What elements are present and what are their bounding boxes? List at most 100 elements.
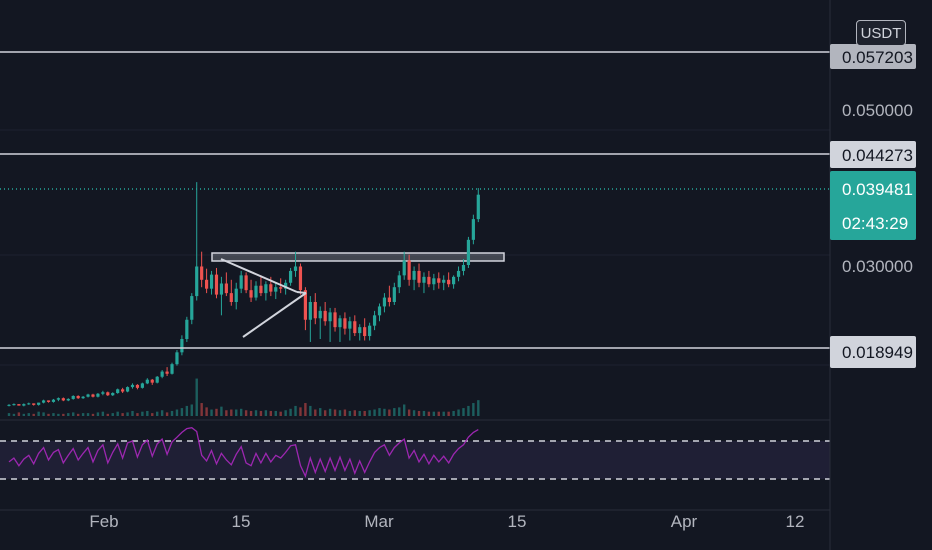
candle-body — [407, 260, 411, 280]
candle-body — [264, 284, 268, 294]
candle-body — [234, 288, 238, 302]
price-label-support-box[interactable] — [830, 336, 916, 368]
candle — [76, 395, 80, 399]
triangle-lower-line[interactable] — [242, 292, 307, 338]
candle — [130, 383, 135, 389]
volume-bar — [91, 413, 95, 416]
volume-bar — [81, 413, 85, 416]
candle-body — [377, 306, 382, 316]
volume-bar — [343, 409, 347, 416]
candle — [288, 267, 293, 286]
candle-body — [101, 392, 105, 394]
candle-body — [259, 285, 263, 294]
volume-bar — [447, 411, 450, 416]
rsi-band — [0, 441, 830, 479]
volume-bar — [27, 413, 30, 416]
candle — [71, 395, 75, 400]
volume-bar — [165, 412, 169, 416]
candle — [461, 259, 466, 276]
candle-body — [298, 266, 303, 291]
candle — [422, 272, 426, 294]
candle — [397, 270, 401, 294]
candle-body — [353, 321, 357, 334]
candle-body — [170, 364, 174, 374]
candle-body — [338, 318, 342, 328]
volume-bar — [220, 406, 223, 416]
volume-bar — [200, 403, 203, 416]
volume-bar — [37, 411, 40, 416]
candle — [471, 214, 475, 245]
volume-bar — [195, 378, 198, 416]
candle — [259, 275, 263, 297]
candle — [293, 251, 298, 277]
resistance-zone[interactable] — [211, 252, 505, 262]
price-label-top: 0.057203 — [842, 48, 913, 67]
volume-bar — [314, 409, 317, 416]
candle-body — [160, 371, 164, 377]
volume-bar — [437, 411, 440, 416]
triangle-upper-line[interactable] — [220, 258, 298, 293]
candle-body — [81, 396, 85, 399]
candle-body — [363, 327, 367, 337]
volume-bar — [72, 412, 75, 416]
volume-bar — [422, 410, 426, 416]
candle-body — [125, 387, 130, 392]
candle — [66, 398, 70, 402]
volume-bar — [146, 410, 149, 416]
volume-bar — [398, 407, 401, 416]
candle — [447, 272, 451, 288]
candle — [51, 398, 56, 403]
price-tick-level: 0.030000 — [842, 257, 913, 276]
volume-bar — [131, 410, 134, 416]
price-label-top-box[interactable] — [830, 44, 916, 69]
volume-bar — [111, 413, 114, 416]
candle-body — [71, 395, 75, 399]
volume-bar — [57, 413, 60, 416]
candle — [417, 263, 421, 288]
volume-bar — [239, 408, 243, 416]
candle-body — [387, 297, 391, 302]
volume-bar — [269, 410, 273, 416]
candle-body — [432, 278, 436, 285]
candle — [432, 273, 436, 291]
current-price-box[interactable] — [830, 171, 916, 240]
volume-bar — [462, 408, 465, 416]
candle-body — [51, 399, 56, 402]
candle — [338, 315, 342, 342]
candle-body — [239, 275, 243, 289]
candle — [313, 293, 317, 325]
volume-bar — [279, 411, 282, 416]
candle-body — [437, 278, 441, 283]
price-label-resistance-box[interactable] — [830, 141, 916, 168]
volume-bar — [190, 404, 193, 416]
candle-body — [7, 404, 11, 406]
volume-bar — [417, 410, 421, 416]
candle — [86, 393, 90, 398]
volume-bar — [323, 410, 327, 416]
volume-bar — [180, 408, 184, 416]
candle-body — [372, 315, 377, 326]
volume-bar — [215, 408, 218, 416]
candle — [17, 404, 21, 406]
candle-body — [32, 403, 36, 405]
candle-body — [219, 283, 224, 295]
volume-bar — [338, 410, 342, 416]
candle-body — [76, 395, 80, 399]
price-tick-mid: 0.050000 — [842, 101, 913, 120]
candle-body — [442, 279, 446, 283]
candle-body — [447, 279, 451, 285]
candle — [140, 382, 144, 389]
candle-body — [382, 297, 387, 307]
candle — [323, 302, 327, 326]
candle-body — [150, 379, 154, 383]
candle — [239, 270, 243, 294]
triangle-close-line[interactable] — [296, 291, 307, 294]
currency-button[interactable]: USDT — [856, 20, 906, 46]
volume-bar — [358, 410, 361, 416]
volume-bar — [467, 405, 470, 416]
candle — [170, 362, 174, 375]
current-price-label: 0.039481 — [842, 180, 913, 199]
candle-body — [323, 310, 327, 322]
volume-bar — [126, 412, 129, 416]
